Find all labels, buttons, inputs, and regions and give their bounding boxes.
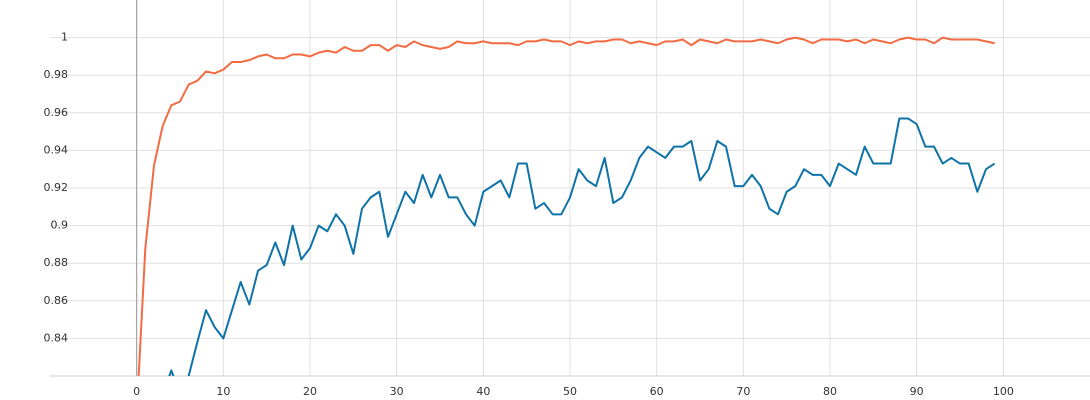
- x-tick-label: 60: [650, 385, 664, 398]
- x-tick-label: 0: [133, 385, 140, 398]
- y-tick-label: 0.9: [51, 219, 69, 232]
- x-tick-label: 30: [390, 385, 404, 398]
- y-tick-label: 0.92: [44, 181, 69, 194]
- y-tick-label: 1: [61, 31, 68, 44]
- y-tick-label: 0.94: [44, 143, 69, 156]
- x-tick-label: 50: [563, 385, 577, 398]
- x-tick-label: 90: [910, 385, 924, 398]
- series-line: [168, 117, 996, 376]
- x-tick-label: 80: [823, 385, 837, 398]
- y-tick-label: 0.86: [44, 294, 69, 307]
- y-tick-label: 0.96: [44, 106, 69, 119]
- y-tick-label: 0.88: [44, 256, 69, 269]
- x-tick-label: 100: [993, 385, 1014, 398]
- x-tick-label: 70: [736, 385, 750, 398]
- y-tick-label: 0.98: [44, 68, 69, 81]
- x-tick-label: 10: [216, 385, 230, 398]
- x-tick-label: 20: [303, 385, 317, 398]
- y-tick-label: 0.84: [44, 331, 69, 344]
- plot-area: [137, 36, 996, 376]
- series-line: [137, 36, 995, 376]
- x-tick-label: 40: [476, 385, 490, 398]
